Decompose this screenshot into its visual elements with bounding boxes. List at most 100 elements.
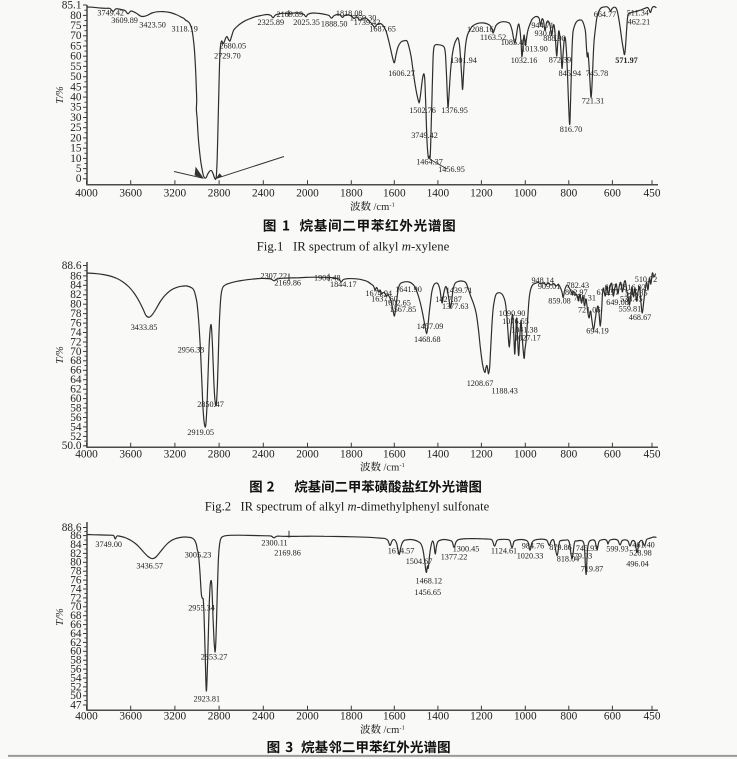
- svg-text:1502.76: 1502.76: [409, 106, 436, 115]
- svg-text:82: 82: [70, 548, 82, 560]
- svg-text:1000: 1000: [514, 711, 537, 723]
- svg-text:1674.94: 1674.94: [365, 289, 392, 298]
- svg-text:2923.81: 2923.81: [193, 694, 220, 703]
- svg-text:74: 74: [70, 327, 82, 339]
- svg-text:2325.89: 2325.89: [257, 18, 284, 27]
- svg-text:86: 86: [70, 270, 82, 282]
- svg-text:721.06: 721.06: [578, 306, 601, 315]
- svg-text:800: 800: [560, 449, 577, 461]
- svg-text:25: 25: [70, 122, 82, 134]
- svg-text:1300.45: 1300.45: [453, 545, 480, 554]
- svg-text:3749.00: 3749.00: [95, 540, 122, 549]
- svg-text:68: 68: [70, 355, 82, 367]
- svg-text:1188.43: 1188.43: [492, 387, 518, 396]
- svg-text:859.08: 859.08: [548, 297, 571, 306]
- svg-text:800: 800: [560, 188, 577, 200]
- svg-text:721.31: 721.31: [582, 97, 605, 106]
- svg-text:600: 600: [604, 188, 621, 200]
- svg-text:70: 70: [70, 346, 82, 358]
- svg-text:3749.42: 3749.42: [411, 131, 438, 140]
- svg-text:2680.05: 2680.05: [219, 42, 246, 51]
- svg-text:2025.35: 2025.35: [293, 18, 320, 27]
- svg-text:468.67: 468.67: [629, 313, 652, 322]
- svg-text:664.77: 664.77: [594, 10, 617, 19]
- svg-text:65: 65: [70, 40, 82, 52]
- svg-text:1020.33: 1020.33: [517, 552, 544, 561]
- svg-text:78: 78: [70, 566, 82, 578]
- svg-text:3200: 3200: [164, 188, 187, 200]
- svg-text:50.0: 50.0: [62, 440, 82, 452]
- svg-text:66: 66: [70, 619, 82, 631]
- svg-text:72: 72: [70, 592, 82, 604]
- svg-text:1844.17: 1844.17: [330, 280, 357, 289]
- svg-text:3433.85: 3433.85: [131, 323, 158, 332]
- svg-text:1800: 1800: [340, 188, 363, 200]
- svg-text:845.94: 845.94: [559, 69, 582, 78]
- svg-text:1456.95: 1456.95: [438, 165, 465, 174]
- svg-text:511.34: 511.34: [627, 9, 649, 18]
- svg-text:76: 76: [70, 575, 82, 587]
- svg-text:2300.11: 2300.11: [261, 539, 287, 548]
- svg-text:2919.05: 2919.05: [187, 428, 214, 437]
- svg-text:74: 74: [70, 583, 82, 595]
- svg-text:15: 15: [70, 143, 82, 155]
- svg-text:1085.41: 1085.41: [501, 38, 528, 47]
- svg-text:538.45: 538.45: [620, 295, 643, 304]
- svg-text:T/%: T/%: [55, 346, 66, 364]
- svg-text:/cm: /cm: [384, 725, 400, 736]
- svg-text:47: 47: [70, 699, 82, 711]
- svg-text:1800: 1800: [340, 449, 363, 461]
- svg-text:510.72: 510.72: [635, 275, 658, 284]
- svg-text:2000: 2000: [296, 449, 319, 461]
- svg-text:1200: 1200: [470, 711, 493, 723]
- svg-text:2169.89: 2169.89: [276, 10, 303, 19]
- svg-text:1301.94: 1301.94: [450, 56, 477, 65]
- svg-text:1124.61: 1124.61: [491, 547, 517, 556]
- svg-text:879.86: 879.86: [549, 543, 572, 552]
- svg-text:4000: 4000: [75, 188, 98, 200]
- svg-text:930.01: 930.01: [535, 29, 558, 38]
- svg-text:3436.57: 3436.57: [136, 561, 163, 570]
- svg-text:T/%: T/%: [55, 608, 66, 626]
- svg-text:1600: 1600: [383, 449, 406, 461]
- svg-text:450: 450: [644, 188, 661, 200]
- svg-text:2853.27: 2853.27: [201, 652, 228, 661]
- svg-text:85.1: 85.1: [62, 0, 82, 11]
- svg-text:56: 56: [70, 412, 82, 424]
- svg-text:3600: 3600: [119, 449, 142, 461]
- svg-text:1200: 1200: [470, 188, 493, 200]
- svg-text:50: 50: [70, 71, 82, 83]
- svg-text:1457.09: 1457.09: [417, 322, 444, 331]
- svg-text:/cm: /cm: [374, 202, 390, 213]
- svg-text:599.93: 599.93: [606, 545, 629, 554]
- svg-text:56: 56: [70, 664, 82, 676]
- svg-text:10: 10: [70, 153, 82, 165]
- svg-text:64: 64: [70, 628, 82, 640]
- svg-text:516.92: 516.92: [623, 283, 646, 292]
- svg-text:2000: 2000: [296, 188, 319, 200]
- svg-text:3200: 3200: [164, 449, 187, 461]
- svg-text:68: 68: [70, 610, 82, 622]
- svg-text:1200: 1200: [470, 449, 493, 461]
- svg-text:745.93: 745.93: [576, 544, 599, 553]
- svg-text:82: 82: [70, 289, 82, 301]
- svg-text:2800: 2800: [208, 711, 231, 723]
- svg-text:3118.19: 3118.19: [172, 24, 198, 33]
- svg-text:3200: 3200: [164, 711, 187, 723]
- svg-text:-1: -1: [390, 202, 395, 209]
- svg-text:Fig.2 IR spectrum of alkyl m: Fig.2 IR spectrum of alkyl m-dimethylphe…: [205, 500, 490, 514]
- svg-text:-1: -1: [400, 462, 405, 469]
- svg-text:75: 75: [70, 20, 82, 32]
- svg-text:3749.42: 3749.42: [97, 8, 124, 17]
- svg-text:3005.23: 3005.23: [185, 550, 212, 559]
- svg-text:84: 84: [70, 539, 82, 551]
- svg-text:1041.38: 1041.38: [511, 325, 538, 334]
- svg-text:1377.63: 1377.63: [442, 302, 469, 311]
- svg-text:30: 30: [70, 112, 82, 124]
- svg-text:2800: 2800: [208, 188, 231, 200]
- svg-text:1000: 1000: [514, 449, 537, 461]
- svg-text:52: 52: [70, 681, 82, 693]
- svg-text:2169.86: 2169.86: [274, 549, 301, 558]
- svg-text:2956.33: 2956.33: [178, 346, 205, 355]
- svg-text:571.97: 571.97: [615, 56, 638, 65]
